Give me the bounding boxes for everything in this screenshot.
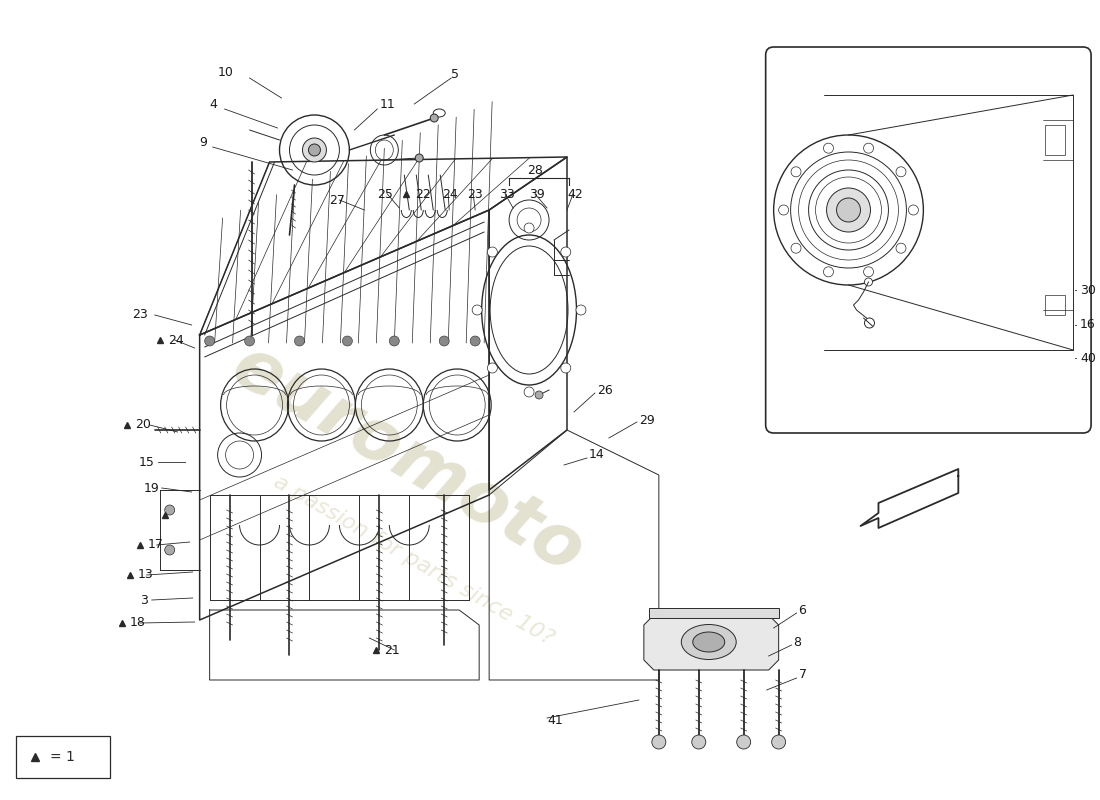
Circle shape [836, 198, 860, 222]
Circle shape [487, 363, 497, 373]
Text: 40: 40 [1080, 351, 1096, 365]
Circle shape [244, 336, 254, 346]
Circle shape [416, 154, 424, 162]
Bar [649, 608, 779, 618]
Circle shape [487, 247, 497, 257]
Circle shape [472, 305, 482, 315]
Circle shape [737, 735, 750, 749]
Circle shape [389, 336, 399, 346]
Polygon shape [644, 615, 779, 670]
Text: 24: 24 [167, 334, 184, 346]
Circle shape [561, 363, 571, 373]
Circle shape [524, 223, 535, 233]
Text: 29: 29 [639, 414, 654, 426]
Circle shape [824, 267, 834, 277]
Text: = 1: = 1 [50, 750, 75, 764]
Text: 14: 14 [588, 449, 605, 462]
Circle shape [824, 143, 834, 153]
Circle shape [430, 114, 438, 122]
Text: 23: 23 [132, 309, 147, 322]
Text: 21: 21 [384, 643, 400, 657]
Text: 11: 11 [379, 98, 395, 111]
Text: a passion for parts since 10?: a passion for parts since 10? [270, 471, 557, 649]
Circle shape [771, 735, 785, 749]
Text: 15: 15 [139, 455, 155, 469]
Circle shape [692, 735, 706, 749]
Text: 25: 25 [377, 187, 393, 201]
Circle shape [896, 243, 906, 254]
Text: 7: 7 [799, 669, 806, 682]
Circle shape [652, 735, 666, 749]
Circle shape [535, 391, 543, 399]
Bar [1045, 125, 1065, 155]
FancyBboxPatch shape [16, 736, 110, 778]
Text: 33: 33 [499, 187, 515, 201]
Circle shape [561, 247, 571, 257]
Circle shape [165, 505, 175, 515]
Circle shape [791, 166, 801, 177]
Text: 24: 24 [442, 187, 458, 201]
Text: 10: 10 [218, 66, 233, 79]
Text: 42: 42 [566, 187, 583, 201]
Ellipse shape [681, 625, 736, 659]
Circle shape [295, 336, 305, 346]
FancyBboxPatch shape [766, 47, 1091, 433]
Text: 6: 6 [799, 603, 806, 617]
Text: 5: 5 [451, 67, 459, 81]
Text: 3: 3 [140, 594, 147, 606]
Text: 23: 23 [468, 187, 483, 201]
Circle shape [826, 188, 870, 232]
Circle shape [864, 143, 873, 153]
Circle shape [205, 336, 214, 346]
Circle shape [524, 387, 535, 397]
Circle shape [302, 138, 327, 162]
Text: 28: 28 [527, 163, 543, 177]
Bar [1045, 295, 1065, 315]
Text: 8: 8 [793, 637, 802, 650]
Circle shape [439, 336, 449, 346]
Text: 26: 26 [597, 383, 613, 397]
Text: 39: 39 [529, 187, 544, 201]
Text: 19: 19 [144, 482, 159, 494]
Circle shape [342, 336, 352, 346]
Circle shape [791, 243, 801, 254]
Text: 9: 9 [200, 137, 208, 150]
Circle shape [864, 267, 873, 277]
Text: 18: 18 [130, 617, 145, 630]
Ellipse shape [693, 632, 725, 652]
Text: 4: 4 [210, 98, 218, 111]
Text: 20: 20 [135, 418, 151, 431]
Circle shape [865, 278, 872, 286]
Text: 41: 41 [547, 714, 563, 726]
Text: 27: 27 [329, 194, 345, 206]
Text: 13: 13 [138, 569, 154, 582]
Circle shape [779, 205, 789, 215]
Circle shape [165, 545, 175, 555]
Text: 30: 30 [1080, 283, 1096, 297]
Circle shape [909, 205, 918, 215]
Circle shape [576, 305, 586, 315]
Text: 17: 17 [147, 538, 164, 551]
Circle shape [470, 336, 481, 346]
Circle shape [896, 166, 906, 177]
Circle shape [308, 144, 320, 156]
Text: 22: 22 [416, 187, 431, 201]
Text: euromoto: euromoto [220, 331, 596, 589]
Text: 16: 16 [1080, 318, 1096, 331]
Polygon shape [860, 469, 958, 528]
